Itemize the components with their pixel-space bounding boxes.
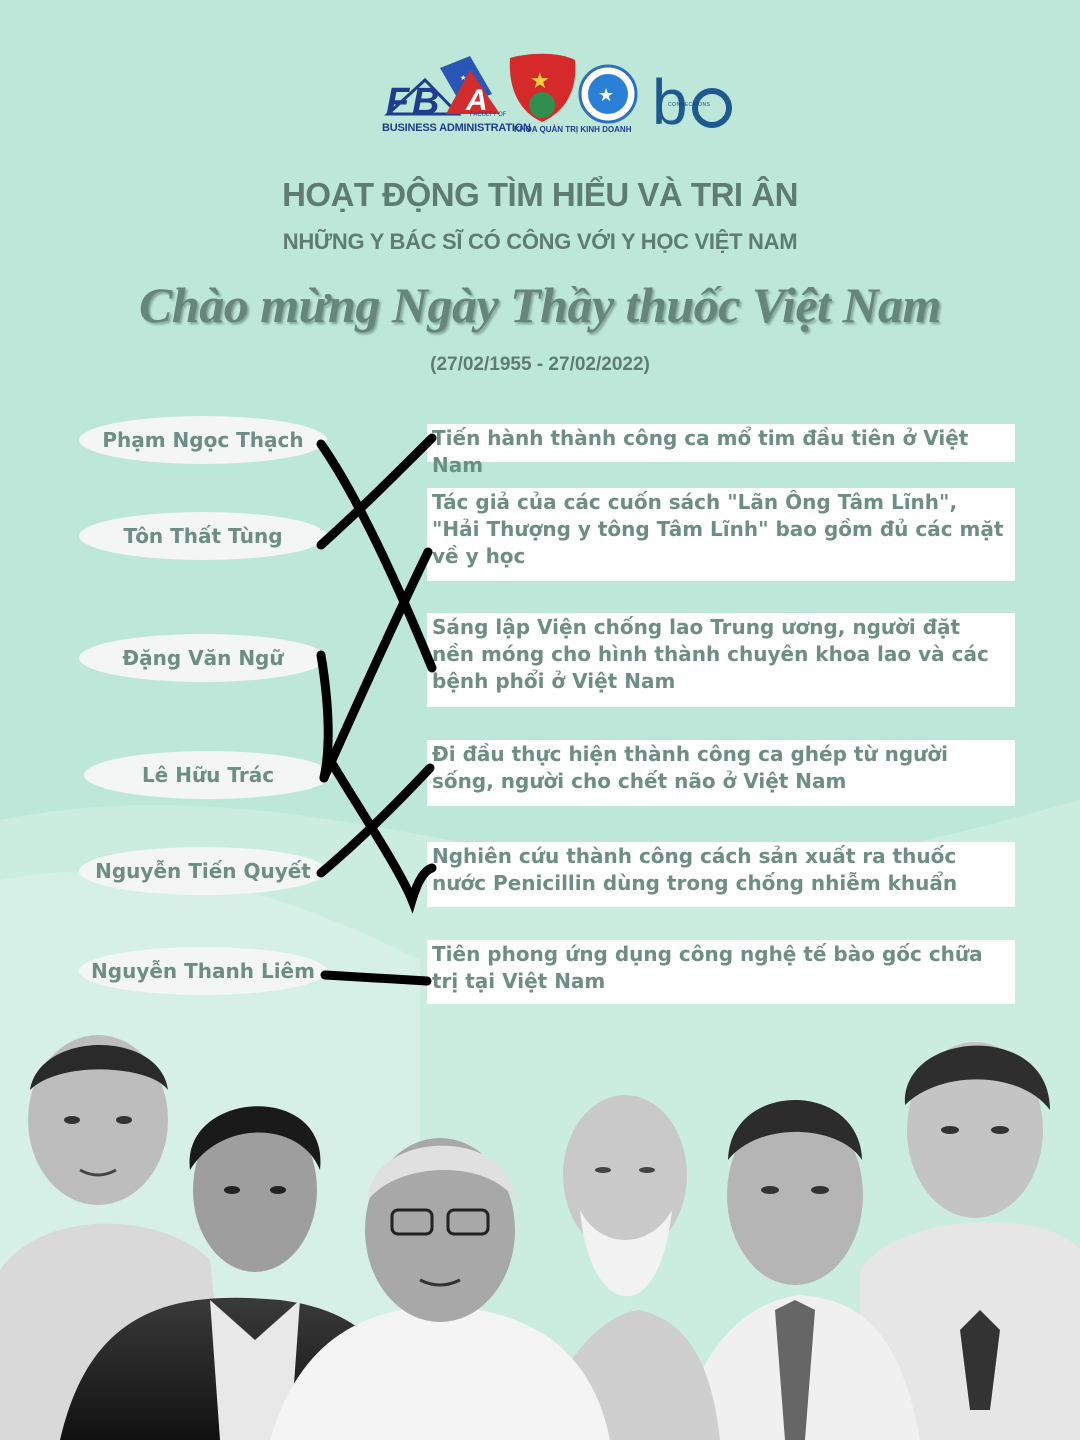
portrait-4 [540, 1095, 720, 1440]
name-oval-2: Tôn Thất Tùng [79, 512, 327, 560]
svg-text:A: A [465, 84, 488, 117]
fba-logo-text: BUSINESS ADMINISTRATION [382, 122, 531, 134]
youth-union-logo: ★ [509, 53, 576, 122]
description-box-5: Nghiên cứu thành công cách sản xuất ra t… [427, 842, 1015, 907]
portrait-5 [680, 1100, 920, 1440]
script-title: Chào mừng Ngày Thầy thuốc Việt Nam [139, 277, 941, 333]
description-box-3: Sáng lập Viện chống lao Trung ương, ngườ… [427, 613, 1015, 707]
portrait-collage [0, 1035, 1080, 1440]
description-box-1: Tiến hành thành công ca mổ tim đầu tiên … [427, 424, 1015, 477]
svg-text:b: b [652, 66, 688, 138]
logo-graphics: F B ★★ A ★ ★ b [384, 53, 732, 138]
khoa-logo-text: KHOA QUẢN TRỊ KINH DOANH [514, 125, 632, 134]
name-oval-1: Phạm Ngọc Thạch [79, 416, 327, 464]
logo-bar: F B ★★ A ★ ★ b [0, 50, 1080, 140]
svg-text:B: B [412, 81, 439, 123]
name-oval-6: Nguyễn Thanh Liêm [79, 947, 327, 995]
portrait-6 [860, 1042, 1080, 1440]
name-oval-5: Nguyễn Tiến Quyết [79, 847, 327, 895]
svg-text:★: ★ [598, 85, 614, 106]
page-subtitle: NHỮNG Y BÁC SĨ CÓ CÔNG VỚI Y HỌC VIỆT NA… [282, 229, 798, 254]
name-oval-4: Lê Hữu Trác [84, 751, 332, 799]
name-oval-3: Đặng Văn Ngữ [79, 634, 327, 682]
description-box-4: Đi đầu thực hiện thành công ca ghép từ n… [427, 740, 1015, 806]
description-box-2: Tác giả của các cuốn sách "Lãn Ông Tâm L… [427, 488, 1015, 581]
fba-logo: F B ★★ A [384, 56, 500, 123]
description-box-6: Tiên phong ứng dụng công nghệ tế bào gốc… [427, 940, 1015, 1004]
page-title: HOẠT ĐỘNG TÌM HIỂU VÀ TRI ÂN [282, 176, 798, 213]
student-association-logo: ★ [578, 64, 638, 124]
portrait-1 [0, 1035, 230, 1440]
date-range: (27/02/1955 - 27/02/2022) [430, 354, 650, 375]
svg-text:F: F [386, 81, 411, 123]
fba-faculty-of-text: FACULTY OF [470, 112, 507, 118]
ba-connections-logo: b [652, 66, 732, 138]
ba-connections-text: CONNECTIONS [668, 102, 711, 108]
svg-text:★: ★ [530, 69, 550, 94]
portrait-3 [270, 1138, 610, 1440]
